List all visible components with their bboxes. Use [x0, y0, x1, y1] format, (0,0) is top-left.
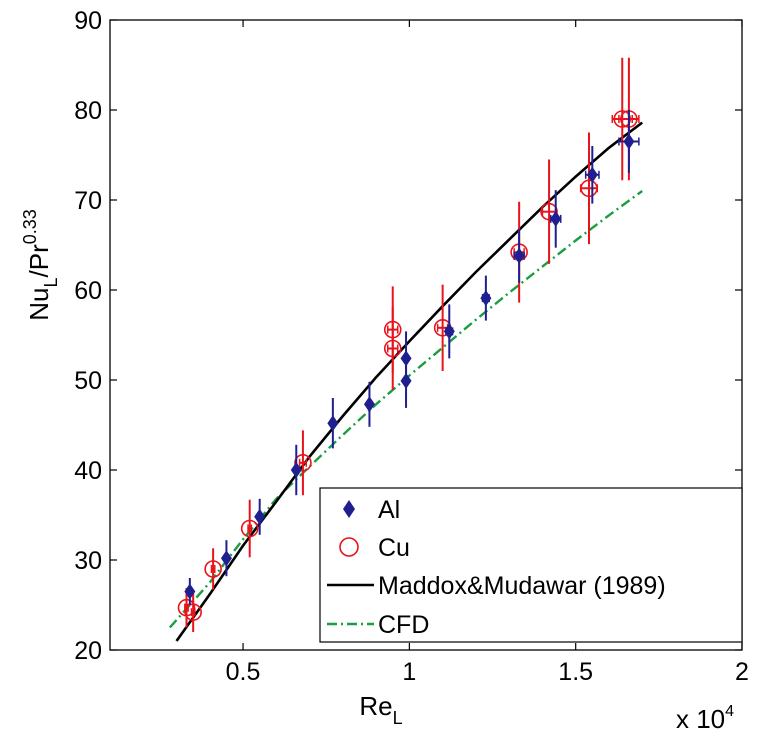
- cu-data-point: [240, 499, 259, 558]
- legend-label-al: Al: [378, 496, 400, 524]
- legend-label-cu: Cu: [378, 534, 410, 562]
- al-marker: [443, 323, 455, 340]
- cu-marker: [580, 179, 598, 198]
- legend: Al Cu Maddox&Mudawar (1989) CFD: [319, 487, 743, 643]
- y-tick-label: 40: [74, 457, 102, 485]
- al-data-point: [254, 498, 266, 535]
- legend-label-maddox: Maddox&Mudawar (1989): [378, 572, 666, 600]
- y-tick-label: 80: [74, 97, 102, 125]
- y-tick-label: 70: [74, 187, 102, 215]
- y-tick-label: 50: [74, 367, 102, 395]
- al-data-point: [184, 578, 196, 605]
- al-marker: [400, 350, 412, 367]
- data-markers: [177, 57, 640, 632]
- al-marker: [623, 133, 635, 150]
- y-tick-label: 30: [74, 547, 102, 575]
- x-axis-label: ReL: [359, 691, 402, 728]
- cu-marker: [383, 339, 402, 358]
- x-axis-multiplier: x 104: [676, 703, 734, 734]
- al-marker: [513, 247, 525, 264]
- cu-data-point: [204, 548, 222, 590]
- al-marker: [254, 508, 266, 525]
- cu-data-point: [540, 159, 558, 264]
- cfd-line: [168, 190, 643, 629]
- al-marker: [220, 550, 232, 567]
- legend-marker-al: [343, 500, 355, 518]
- cu-marker: [294, 453, 312, 472]
- ytick-labels: 20 30 40 50 60 70 80 90: [74, 7, 102, 665]
- y-tick-label: 20: [74, 637, 102, 665]
- y-tick-label: 60: [74, 277, 102, 305]
- y-axis-label: NuL/Pr0.33: [20, 209, 61, 321]
- al-marker: [480, 290, 492, 307]
- maddox-mudawar-line: [175, 121, 643, 642]
- al-marker: [290, 462, 302, 478]
- x-tick-label: 1: [402, 658, 416, 686]
- al-marker: [184, 583, 196, 600]
- al-data-point: [584, 146, 600, 204]
- al-marker: [363, 396, 375, 413]
- x-tick-label: 0.5: [226, 658, 261, 686]
- fit-lines: [168, 121, 643, 642]
- cu-marker: [204, 560, 222, 578]
- plot-frame: [109, 19, 743, 651]
- y-tick-label: 90: [74, 7, 102, 35]
- x-tick-label: 1.5: [558, 658, 593, 686]
- x-tick-label: 2: [735, 658, 749, 686]
- legend-label-cfd: CFD: [378, 611, 429, 639]
- cu-marker: [540, 202, 558, 221]
- diamond-marker-icon: [343, 500, 355, 518]
- al-data-point: [363, 381, 375, 427]
- al-data-point: [513, 228, 525, 283]
- xtick-labels: 0.5 1 1.5 2: [226, 658, 749, 686]
- cu-data-point: [294, 430, 312, 496]
- al-data-point: [400, 331, 412, 386]
- al-data-point: [618, 110, 640, 173]
- al-data-point: [220, 540, 232, 577]
- al-data-point: [443, 304, 455, 359]
- circle-marker-icon: [339, 537, 359, 557]
- legend-box: [319, 487, 743, 643]
- cu-marker: [240, 519, 259, 538]
- cu-data-point: [184, 592, 202, 632]
- al-data-point: [290, 444, 302, 496]
- cu-data-point: [383, 307, 402, 390]
- al-marker: [586, 166, 598, 183]
- al-marker: [550, 210, 562, 227]
- al-data-point: [549, 190, 562, 248]
- legend-marker-cu: [339, 537, 359, 557]
- al-data-point: [480, 275, 492, 321]
- al-marker: [327, 415, 339, 432]
- cu-data-point: [579, 132, 599, 245]
- cu-marker: [184, 603, 202, 622]
- axis-ticks: [110, 19, 743, 651]
- al-data-point: [327, 398, 339, 449]
